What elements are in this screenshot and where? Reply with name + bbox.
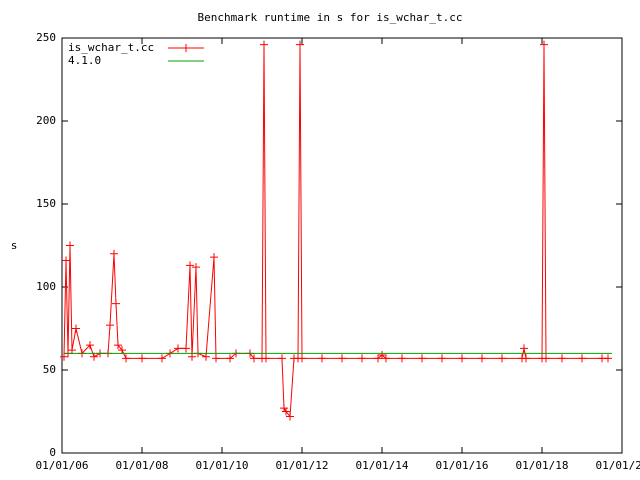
point-marker — [280, 404, 288, 413]
point-marker — [260, 40, 268, 49]
point-marker — [282, 407, 290, 416]
point-marker — [90, 352, 98, 361]
point-marker — [174, 344, 182, 353]
legend-label: 4.1.0 — [68, 54, 101, 67]
point-marker — [478, 354, 486, 363]
point-marker — [578, 354, 586, 363]
point-marker — [202, 352, 210, 361]
point-marker — [186, 261, 194, 270]
point-marker — [226, 354, 234, 363]
point-marker — [72, 324, 80, 333]
point-marker — [358, 354, 366, 363]
point-marker — [604, 354, 612, 363]
x-tick-label: 01/01/12 — [276, 459, 329, 472]
y-tick-label: 150 — [36, 197, 56, 210]
point-marker — [296, 40, 304, 49]
point-marker — [438, 354, 446, 363]
point-marker — [60, 352, 68, 361]
point-marker — [398, 354, 406, 363]
x-tick-label: 01/01/20 — [596, 459, 640, 472]
point-marker — [374, 354, 382, 363]
point-marker — [188, 352, 196, 361]
point-marker — [192, 263, 200, 272]
plot-border — [61, 37, 623, 454]
point-marker — [458, 354, 466, 363]
point-marker — [250, 354, 258, 363]
chart-title: Benchmark runtime in s for is_wchar_t.cc — [198, 11, 463, 24]
point-marker — [338, 354, 346, 363]
point-marker — [110, 249, 118, 258]
point-marker — [520, 344, 528, 353]
x-tick-label: 01/01/06 — [36, 459, 89, 472]
point-marker — [158, 354, 166, 363]
point-marker — [540, 40, 548, 49]
point-marker — [418, 354, 426, 363]
point-marker — [378, 351, 386, 360]
x-tick-label: 01/01/10 — [196, 459, 249, 472]
y-tick-label: 250 — [36, 31, 56, 44]
point-marker — [118, 346, 126, 355]
point-marker — [210, 253, 218, 262]
y-axis-label: s — [11, 239, 18, 252]
point-marker — [66, 241, 74, 250]
point-marker — [318, 354, 326, 363]
point-marker — [382, 354, 390, 363]
point-marker — [298, 354, 306, 363]
point-marker — [68, 346, 76, 355]
point-marker — [122, 354, 130, 363]
point-marker — [212, 354, 220, 363]
y-tick-label: 0 — [49, 446, 56, 459]
point-marker — [558, 354, 566, 363]
x-tick-label: 01/01/14 — [356, 459, 409, 472]
point-marker — [182, 344, 190, 353]
legend-label: is_wchar_t.cc — [68, 41, 154, 54]
point-marker — [106, 321, 114, 330]
y-tick-label: 50 — [43, 363, 56, 376]
point-marker — [62, 256, 70, 265]
point-marker — [286, 412, 294, 421]
point-marker — [262, 354, 270, 363]
x-tick-label: 01/01/16 — [436, 459, 489, 472]
y-tick-label: 100 — [36, 280, 56, 293]
point-marker — [138, 354, 146, 363]
point-marker — [498, 354, 506, 363]
x-tick-label: 01/01/08 — [116, 459, 169, 472]
point-marker — [114, 341, 122, 350]
point-marker — [86, 341, 94, 350]
legend-marker — [182, 44, 190, 52]
point-marker — [278, 354, 286, 363]
x-tick-label: 01/01/18 — [516, 459, 569, 472]
point-marker — [112, 299, 120, 308]
y-tick-label: 200 — [36, 114, 56, 127]
point-marker — [522, 354, 530, 363]
point-marker — [542, 354, 550, 363]
